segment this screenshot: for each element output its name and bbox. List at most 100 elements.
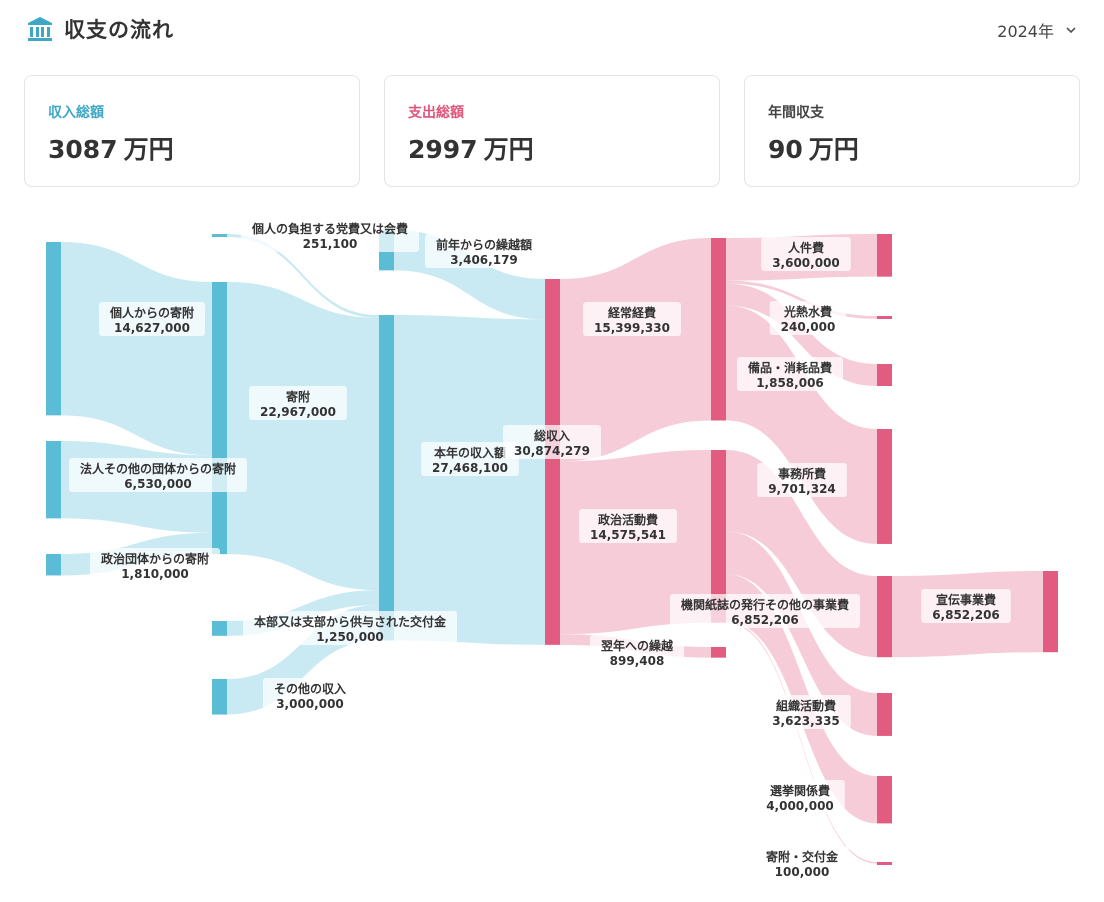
sankey-label-value-senden: 6,852,206 [932,608,1000,622]
sankey-label-value-jimusho: 9,701,324 [768,482,836,496]
annual-balance-label: 年間収支 [768,105,824,121]
sankey-node-houjin[interactable] [46,441,61,519]
sankey-label-value-kounetsu: 240,000 [781,320,836,334]
sankey-label-bg-bihin [736,357,844,391]
expense-total-number: 2997 [408,135,478,164]
sankey-label-name-total: 総収入 [534,428,570,443]
sankey-label-value-bihin: 1,858,006 [756,376,824,390]
sankey-label-bg-houjin [68,458,248,492]
year-select[interactable]: 2024年 [997,18,1078,42]
sankey-link-kojin-kifu [61,242,212,456]
sankey-label-name-seijikatsu: 政治活動費 [598,512,658,527]
expense-total-card: 支出総額 2997 万円 [384,75,720,187]
sankey-label-value-total: 30,874,279 [514,444,590,458]
sankey-label-bg-total [503,425,601,459]
sankey-label-value-sonota: 3,000,000 [276,697,344,711]
sankey-node-honnen[interactable] [379,315,394,641]
sankey-label-value-seiji: 1,810,000 [121,567,189,581]
sankey-node-yokunen[interactable] [711,647,726,658]
sankey-node-seiji[interactable] [46,554,61,576]
sankey-label-bg-keijo [583,302,681,336]
sankey-link-total-keijo [560,238,711,462]
sankey-label-bg-jinken [761,237,851,271]
income-total-number: 3087 [48,135,118,164]
sankey-label-name-jinken: 人件費 [788,240,824,255]
sankey-label-name-honnen: 本年の収入額 [434,445,506,460]
sankey-node-jimusho[interactable] [877,429,892,544]
sankey-node-kikanshi[interactable] [877,576,892,658]
sankey-node-kojin[interactable] [46,242,61,416]
sankey-chart: 個人からの寄附 14,627,000 法人その他の団体からの寄附 6,530,000 政… [0,200,1104,902]
annual-balance-unit: 万円 [808,135,859,164]
sankey-label-name-bihin: 備品・消耗品費 [748,360,832,375]
sankey-node-seijikatsu[interactable] [711,450,726,623]
annual-balance-number: 90 [768,135,803,164]
sankey-label-bg-senkyo [755,780,845,814]
sankey-label-bg-yokunen [589,635,685,669]
sankey-label-value-kojin: 14,627,000 [114,321,190,335]
sankey-node-kifukoufu[interactable] [877,862,892,865]
sankey-node-senden[interactable] [1043,571,1058,653]
sankey-node-senkyo[interactable] [877,776,892,824]
sankey-label-bg-koufu [242,611,458,645]
sankey-label-name-keijo: 経常経費 [608,305,656,320]
sankey-label-name-sonota: その他の収入 [274,681,346,696]
sankey-link-seijikatsu-kifukoufu [726,621,877,864]
sankey-node-jinken[interactable] [877,234,892,277]
sankey-label-value-kurikoshi: 3,406,179 [450,253,518,267]
sankey-node-sonota[interactable] [212,679,227,715]
sankey-label-bg-senden [921,589,1011,623]
sankey-node-kaihi[interactable] [212,234,227,237]
sankey-label-bg-kojin [98,302,206,336]
sankey-label-bg-sonota [262,678,358,712]
sankey-label-value-kikanshi: 6,852,206 [731,613,799,627]
sankey-label-bg-kounetsu [769,301,847,335]
sankey-label-value-kaihi: 251,100 [303,237,358,251]
sankey-node-kounetsu[interactable] [877,316,892,319]
sankey-node-kifu[interactable] [212,282,227,555]
annual-balance-card: 年間収支 90 万円 [744,75,1080,187]
sankey-label-name-seiji: 政治団体からの寄附 [101,551,209,566]
sankey-node-koufu[interactable] [212,621,227,636]
sankey-label-name-kojin: 個人からの寄附 [109,305,194,320]
sankey-label-name-kifu: 寄附 [286,389,310,404]
sankey-label-name-yokunen: 翌年への繰越 [601,638,674,653]
expense-total-label: 支出総額 [408,105,464,121]
year-select-value: 2024年 [997,22,1054,41]
sankey-label-bg-jimusho [757,463,847,497]
sankey-label-value-jinken: 3,600,000 [772,256,840,270]
sankey-node-soshiki[interactable] [877,693,892,736]
sankey-label-value-kifukoufu: 100,000 [775,865,830,879]
page-title: 収支の流れ [64,18,174,42]
sankey-label-name-kaihi: 個人の負担する党費又は会費 [251,221,408,236]
sankey-link-honnen-total [394,315,545,645]
sankey-node-total[interactable] [545,279,560,645]
sankey-label-bg-seijikatsu [579,509,677,543]
bank-icon [28,17,52,41]
expense-total-unit: 万円 [483,135,534,164]
sankey-label-bg-seiji [89,548,221,582]
sankey-label-bg-kifu [249,386,347,420]
title-group: 収支の流れ [26,14,174,44]
sankey-label-bg-kaihi [240,218,420,252]
sankey-label-name-kounetsu: 光熱水費 [783,304,832,319]
sankey-link-keijo-kounetsu [726,280,877,319]
sankey-node-bihin[interactable] [877,364,892,387]
chevron-down-icon [1066,27,1076,34]
sankey-node-keijo[interactable] [711,238,726,421]
sankey-label-name-soshiki: 組織活動費 [776,698,836,713]
sankey-label-bg-kifukoufu [754,846,850,880]
expense-total-value: 2997 万円 [408,130,534,166]
sankey-label-name-senkyo: 選挙関係費 [770,783,830,798]
